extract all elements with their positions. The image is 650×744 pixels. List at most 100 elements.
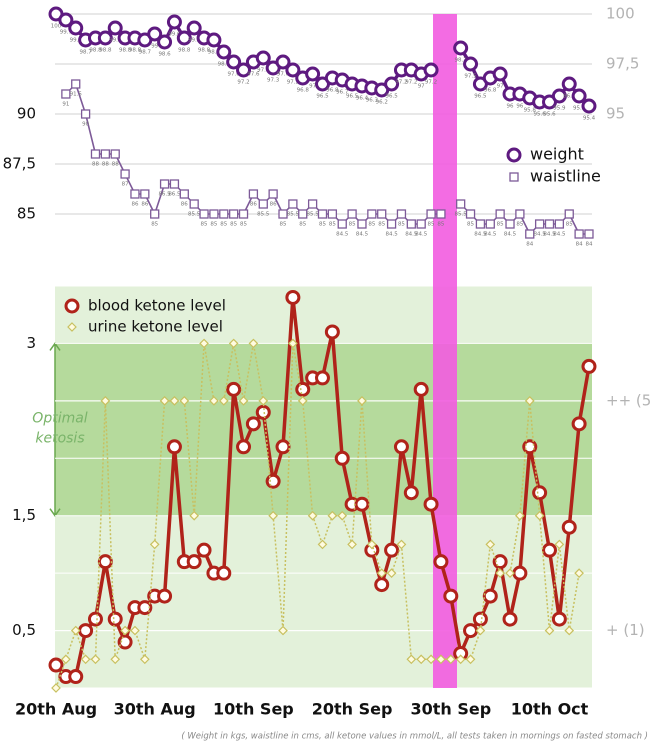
data-label: 86	[141, 202, 148, 208]
marker	[71, 79, 81, 89]
marker	[406, 219, 416, 229]
marker	[554, 219, 565, 229]
data-label: 97.6	[277, 72, 290, 78]
data-label: 97.8	[257, 68, 270, 74]
marker	[288, 199, 298, 209]
data-label: 98.8	[99, 48, 112, 54]
grid	[55, 13, 592, 689]
data-label: 97.3	[267, 78, 280, 84]
marker	[80, 654, 91, 665]
legend-label: waistline	[530, 167, 601, 186]
marker	[396, 539, 407, 550]
marker	[384, 542, 400, 558]
marker	[48, 657, 64, 673]
marker	[384, 76, 400, 92]
data-label: 87	[122, 182, 129, 188]
marker	[199, 209, 209, 219]
marker	[456, 199, 466, 209]
marker	[327, 209, 338, 219]
marker	[324, 324, 340, 340]
marker	[564, 209, 574, 219]
data-label: 98.7	[208, 50, 221, 56]
marker	[157, 34, 173, 50]
highlight-band	[433, 14, 457, 688]
band-label: Optimal	[32, 411, 88, 427]
data-label: 99.7	[60, 30, 73, 36]
marker	[130, 189, 140, 199]
marker	[189, 510, 200, 521]
data-label: 86	[131, 202, 138, 208]
marker	[120, 625, 130, 636]
data-label: 85	[378, 222, 385, 228]
marker	[327, 510, 338, 521]
data-label: 97.2	[405, 80, 417, 86]
marker	[334, 450, 350, 466]
marker	[150, 209, 160, 219]
marker	[157, 588, 173, 604]
marker	[137, 600, 153, 616]
marker	[337, 219, 347, 229]
marker	[61, 89, 71, 99]
marker	[228, 338, 239, 349]
marker	[278, 209, 288, 219]
marker	[100, 149, 110, 159]
marker	[581, 358, 597, 374]
data-label: 85	[151, 222, 158, 228]
marker	[97, 554, 113, 570]
marker	[295, 381, 311, 397]
marker	[307, 510, 318, 521]
marker	[219, 209, 229, 219]
marker	[515, 510, 525, 521]
marker	[255, 50, 271, 66]
series-line	[55, 342, 580, 689]
backgrounds: Optimal ketosis	[32, 286, 592, 688]
marker	[107, 20, 123, 36]
marker	[258, 199, 268, 209]
marker	[268, 510, 278, 521]
marker	[245, 416, 261, 432]
marker	[100, 396, 111, 406]
marker	[216, 565, 232, 581]
data-label: 85	[368, 222, 375, 228]
data-label: 95.9	[553, 106, 566, 112]
marker	[288, 338, 298, 349]
marker	[179, 396, 190, 406]
data-label: 86.5	[158, 192, 171, 198]
marker	[406, 654, 417, 665]
data-label: 85	[201, 222, 208, 228]
data-label: 96.5	[385, 94, 398, 100]
marker	[502, 611, 518, 627]
data-label: 99.6	[168, 32, 181, 38]
data-label: 85	[210, 222, 217, 228]
marker	[426, 209, 436, 219]
data-label: 97.2	[287, 80, 299, 86]
marker	[485, 219, 495, 229]
legend-label: weight	[530, 145, 584, 164]
marker	[354, 496, 370, 512]
marker	[357, 219, 367, 229]
y-tick-label: 90	[17, 105, 36, 123]
data-label: 84	[526, 242, 533, 248]
data-label: 97.6	[228, 72, 241, 78]
marker	[465, 654, 476, 665]
data-label: 98.8	[129, 48, 142, 54]
marker	[110, 149, 120, 159]
marker	[258, 396, 269, 406]
marker	[376, 568, 387, 578]
data-label: 97.5	[464, 74, 477, 80]
marker	[179, 189, 189, 199]
marker	[216, 44, 232, 60]
marker	[186, 20, 202, 36]
marker	[166, 14, 182, 30]
marker	[475, 625, 486, 636]
x-tick-label: 30th Sep	[410, 700, 491, 719]
marker	[386, 219, 397, 229]
data-label: 98.8	[119, 48, 132, 54]
data-label: 95.8	[524, 108, 537, 114]
data-label: 84.5	[415, 232, 428, 238]
data-label: 84.5	[474, 232, 487, 238]
marker	[413, 381, 429, 397]
marker	[534, 510, 545, 521]
marker	[386, 568, 397, 578]
